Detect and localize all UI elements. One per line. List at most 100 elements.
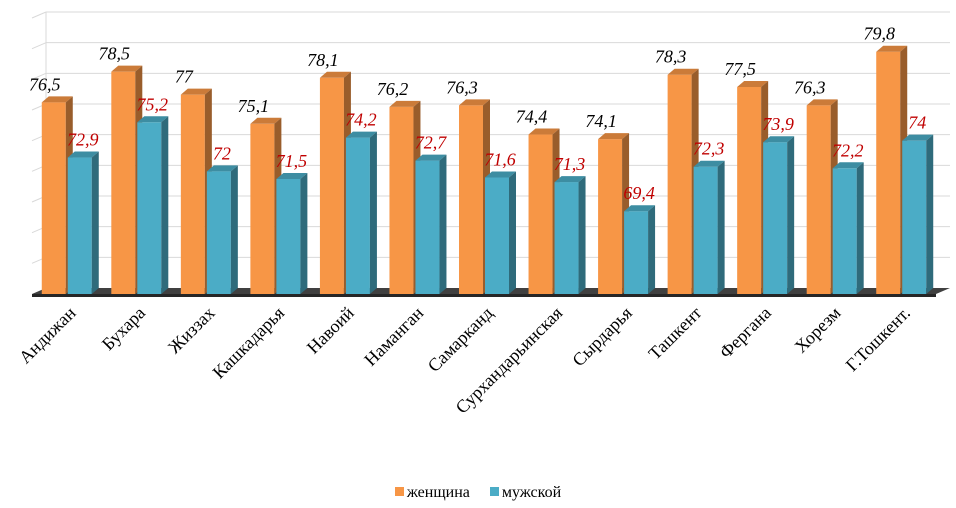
bar-men (345, 137, 370, 294)
bar-side (856, 162, 864, 294)
category-label: Жиззах (164, 303, 219, 358)
bar-top (319, 71, 351, 78)
bar-women (319, 77, 344, 294)
bar-top (667, 68, 699, 75)
bar-side (648, 205, 656, 294)
bar-top (41, 96, 73, 103)
bar-women (111, 71, 136, 295)
bar-top (111, 65, 143, 72)
data-label-women: 78,1 (307, 50, 339, 70)
bar-top (250, 117, 282, 124)
bar-women (250, 123, 275, 294)
chart-canvas: 76,5 72,9 78,5 75,2 77 72 75,1 71,5 78,1 74,276,2… (15, 11, 950, 417)
bar-women (41, 102, 66, 294)
bar-women (528, 134, 553, 294)
data-label-men: 72,7 (415, 133, 448, 153)
bar-men (276, 179, 301, 294)
bar-top (693, 160, 725, 167)
bar-men (763, 142, 788, 294)
data-label-men: 71,6 (484, 149, 516, 169)
legend-label-men: мужской (501, 484, 562, 501)
data-label-men: 71,5 (276, 151, 308, 171)
bar-top (763, 136, 795, 143)
bar-top (67, 151, 99, 158)
data-label-women: 76,3 (794, 77, 826, 97)
bar-top (415, 154, 447, 161)
category-label: Навоий (303, 302, 358, 357)
bar-men (624, 211, 649, 294)
gridline-side (31, 72, 47, 80)
bar-top (459, 99, 490, 106)
bar-side (439, 154, 447, 294)
bar-side (300, 173, 308, 294)
bar-women (737, 87, 762, 294)
bar-top (345, 131, 377, 138)
bar-side (717, 160, 725, 294)
data-label-women: 76,3 (446, 77, 478, 97)
data-label-men: 74,2 (345, 110, 377, 130)
bar-top (206, 165, 238, 172)
bar-top (832, 162, 864, 169)
bar-side (91, 151, 99, 294)
bar-top (276, 173, 308, 179)
bar-top (554, 176, 586, 183)
data-label-men: 72 (213, 143, 231, 163)
bar-side (230, 165, 238, 294)
category-label: Фергана (715, 303, 775, 363)
data-label-men: 74 (908, 113, 926, 133)
bar-men (67, 157, 92, 294)
category-label: Бухара (98, 303, 149, 354)
bar-side (161, 116, 169, 295)
data-label-women: 78,3 (655, 47, 687, 67)
bar-top (624, 205, 656, 212)
bar-women (459, 105, 483, 295)
data-label-women: 78,5 (99, 44, 131, 64)
bar-men (206, 171, 231, 294)
category-label: Андижан (15, 302, 80, 367)
bar-women (389, 106, 414, 294)
data-label-women: 75,1 (238, 96, 270, 116)
bar-top (902, 134, 934, 141)
chart-floor-edge (32, 294, 936, 297)
legend-swatch-men (489, 487, 499, 496)
category-label: Сырдарья (568, 303, 636, 371)
bar-men (693, 166, 718, 294)
data-label-women: 77,5 (724, 59, 756, 79)
bar-men (902, 140, 927, 294)
data-label-women: 74,4 (516, 107, 548, 127)
bar-side (509, 171, 516, 294)
bar-side (578, 176, 586, 294)
data-label-women: 77 (175, 67, 194, 87)
legend-item-men: мужской (489, 484, 562, 502)
category-label: Г.Тошкент. (842, 303, 914, 375)
category-label: Кашкадарья (209, 303, 289, 383)
data-label-men: 72,2 (832, 140, 864, 160)
bar-men (485, 177, 509, 294)
legend-swatch-women (394, 487, 404, 496)
data-label-men: 75,2 (137, 94, 169, 114)
data-label-men: 72,3 (693, 139, 725, 159)
bar-men (415, 160, 440, 294)
legend-item-women: женщина (394, 484, 470, 502)
data-label-men: 69,4 (623, 183, 655, 203)
bar-top (598, 133, 630, 140)
category-label: Хорезм (791, 303, 845, 357)
data-label-women: 76,5 (29, 74, 61, 94)
data-label-women: 76,2 (377, 79, 409, 99)
category-label: Наманган (360, 302, 427, 369)
bar-women (876, 51, 901, 294)
bar-side (787, 136, 795, 294)
bar-women (180, 94, 205, 295)
bar-top (485, 171, 516, 178)
bar-top (806, 99, 838, 106)
category-label: Ташкент (645, 303, 706, 364)
bar-women (806, 105, 831, 295)
bar-men (832, 168, 857, 294)
bar-men (554, 182, 579, 294)
bar-side (926, 134, 934, 294)
data-label-men: 72,9 (67, 130, 99, 150)
data-label-women: 79,8 (863, 24, 895, 44)
bar-top (137, 116, 169, 123)
data-label-men: 71,3 (554, 154, 586, 174)
legend-label-women: женщина (406, 484, 470, 501)
